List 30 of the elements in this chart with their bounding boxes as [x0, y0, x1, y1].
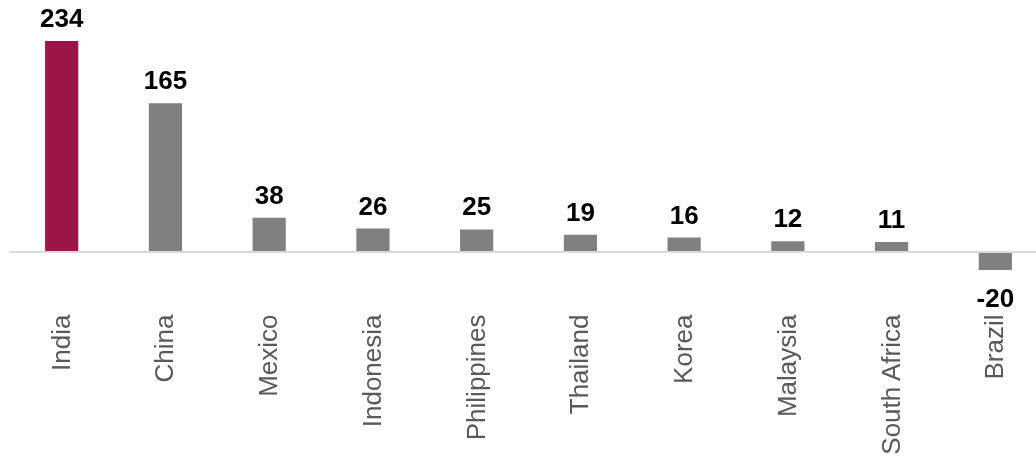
- x-tick-label: Mexico: [253, 314, 284, 397]
- x-tick-label: Thailand: [564, 314, 595, 415]
- bar: [771, 241, 805, 252]
- x-tick-label: Malaysia: [771, 313, 802, 418]
- x-tick-label: Philippines: [460, 314, 491, 441]
- data-label: 26: [358, 190, 388, 221]
- bar: [356, 228, 390, 252]
- data-label: 165: [143, 65, 188, 96]
- x-tick-label: Brazil: [979, 314, 1010, 380]
- bar: [252, 217, 286, 252]
- x-tick-label: Korea: [668, 313, 699, 384]
- x-tick-label: South Africa: [875, 313, 906, 455]
- data-label: 12: [773, 203, 803, 234]
- bar: [875, 242, 909, 252]
- bar: [667, 237, 701, 252]
- data-label: 11: [877, 204, 906, 235]
- x-tick-label: Indonesia: [356, 313, 387, 428]
- data-label: 16: [669, 199, 699, 230]
- data-label: 25: [462, 191, 492, 222]
- bar: [460, 229, 494, 252]
- bar: [978, 251, 1012, 270]
- bar: [45, 41, 79, 252]
- x-tick-label: China: [149, 313, 180, 383]
- data-label: 234: [40, 3, 84, 33]
- data-label: 19: [565, 196, 595, 227]
- x-tick-label: India: [45, 313, 76, 371]
- data-label: -20: [976, 283, 1015, 313]
- bar: [563, 234, 597, 252]
- data-label: 38: [254, 179, 284, 210]
- bar: [148, 103, 183, 252]
